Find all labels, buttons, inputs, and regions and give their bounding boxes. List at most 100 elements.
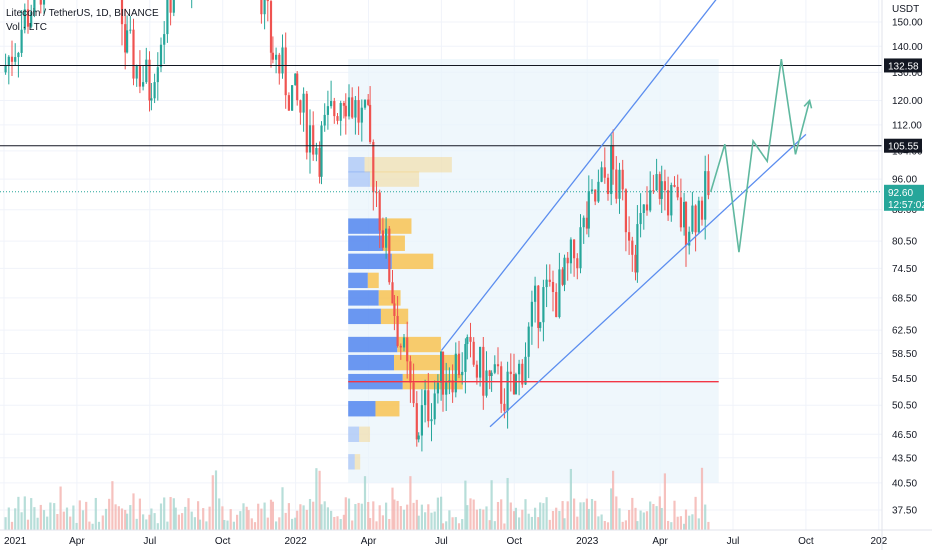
y-tick-label: 96.00 xyxy=(892,175,917,186)
candle-body xyxy=(150,98,153,101)
candle-body xyxy=(412,382,415,404)
volume-bar xyxy=(360,503,363,530)
profile-bar-sell xyxy=(359,426,371,442)
volume-bar xyxy=(518,517,521,530)
volume-bar xyxy=(391,487,394,530)
candle-body xyxy=(294,73,297,86)
y-tick-label: 46.50 xyxy=(892,430,917,441)
volume-bar xyxy=(247,510,250,530)
volume-bar xyxy=(639,510,642,530)
profile-bar-buy xyxy=(348,336,398,353)
volume-bar xyxy=(323,501,326,530)
y-tick-label: 58.50 xyxy=(892,349,917,360)
candle-body xyxy=(441,351,445,395)
volume-bar xyxy=(642,512,645,530)
volume-bar xyxy=(239,511,242,530)
volume-bar xyxy=(120,508,124,530)
x-tick-label: Oct xyxy=(798,536,814,547)
candle-body xyxy=(490,372,493,377)
volume-bar xyxy=(469,498,472,530)
volume-bar xyxy=(197,501,200,530)
volume-bar xyxy=(318,470,321,530)
volume-bar xyxy=(378,505,381,530)
candle-body xyxy=(360,107,363,123)
volume-bar xyxy=(545,497,548,530)
candle-body xyxy=(42,0,46,5)
volume-bar xyxy=(97,521,101,530)
volume-bar xyxy=(85,501,88,530)
candle-body xyxy=(615,169,618,199)
volume-bar xyxy=(62,511,65,530)
candle-body xyxy=(555,292,558,318)
volume-bar xyxy=(59,486,62,530)
y-tick-label: 150.00 xyxy=(892,18,923,29)
volume-bar xyxy=(221,506,224,530)
volume-bar xyxy=(628,510,631,530)
volume-bar xyxy=(330,510,333,530)
profile-bar-sell xyxy=(378,290,401,306)
candle-body xyxy=(129,29,132,31)
volume-bar xyxy=(551,510,555,530)
volume-bar xyxy=(603,520,606,530)
candle-body xyxy=(26,9,30,27)
candle-body xyxy=(509,371,512,375)
candle-body xyxy=(326,106,329,115)
volume-bar xyxy=(65,507,69,530)
volume-bar xyxy=(684,509,688,530)
volume-bar xyxy=(232,521,235,530)
candle-body xyxy=(493,364,496,373)
candle-body xyxy=(503,403,506,411)
volume-bar xyxy=(573,498,576,530)
volume-bar xyxy=(466,505,469,530)
candle-body xyxy=(153,82,156,99)
volume-bar xyxy=(114,504,117,530)
candle-body xyxy=(537,285,540,328)
candle-body xyxy=(320,125,323,177)
volume-bar xyxy=(174,507,177,530)
volume-bar xyxy=(296,510,299,530)
chart-title: Litecoin / TetherUS, 1D, BINANCE xyxy=(6,8,159,19)
candle-body xyxy=(683,201,686,228)
volume-bar xyxy=(512,511,516,530)
x-tick-label: Jul xyxy=(143,536,156,547)
candle-body xyxy=(590,189,594,192)
x-tick-label: 2021 xyxy=(4,536,27,547)
y-tick-label: 50.50 xyxy=(892,401,917,412)
y-tick-label: 80.50 xyxy=(892,237,917,248)
volume-bar xyxy=(75,522,78,530)
volume-bar xyxy=(33,507,36,530)
candle-body xyxy=(440,351,443,383)
candle-body xyxy=(30,12,33,27)
volume-bar xyxy=(104,508,108,530)
volume-bar xyxy=(457,523,461,530)
candle-body xyxy=(156,67,159,83)
volume-bar xyxy=(475,509,478,530)
volume-bar xyxy=(124,509,127,530)
volume-bar xyxy=(308,498,312,530)
candle-body xyxy=(369,104,372,142)
candle-body xyxy=(469,336,472,342)
candle-body xyxy=(393,303,396,316)
volume-bars xyxy=(4,467,710,530)
profile-bar-sell xyxy=(364,157,452,173)
volume-bar xyxy=(610,488,613,530)
volume-bar xyxy=(156,523,159,530)
candle-body xyxy=(120,0,124,25)
volume-bar xyxy=(542,503,545,530)
volume-bar xyxy=(372,501,375,530)
volume-bar xyxy=(269,499,273,530)
candle-body xyxy=(33,0,36,13)
candle-body xyxy=(612,145,615,170)
volume-bar xyxy=(509,502,512,530)
candle-body xyxy=(372,141,375,193)
volume-bar xyxy=(558,510,561,530)
volume-bar xyxy=(649,501,652,530)
volume-bar xyxy=(226,520,229,530)
volume-bar xyxy=(694,496,697,530)
volume-bar xyxy=(150,508,153,530)
volume-bar xyxy=(281,487,284,530)
volume-bar xyxy=(88,521,91,530)
candle-body xyxy=(138,65,141,87)
